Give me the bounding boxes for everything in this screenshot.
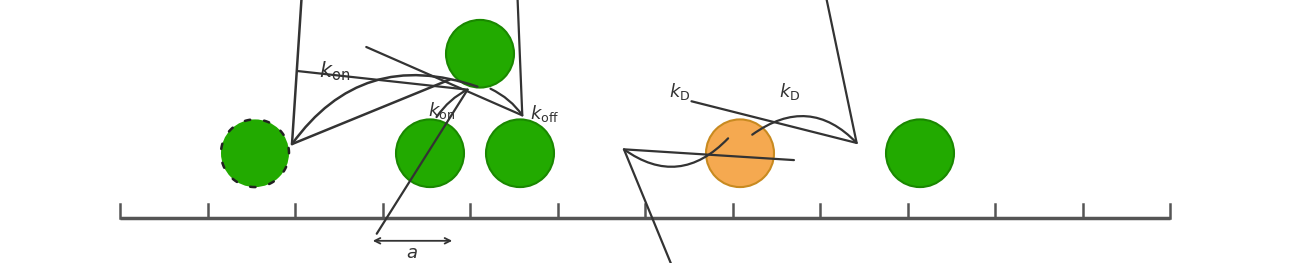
Text: $k_{\mathrm{on}}$: $k_{\mathrm{on}}$: [428, 100, 455, 121]
Text: $k_{\mathrm{D}}$: $k_{\mathrm{D}}$: [670, 81, 690, 102]
Circle shape: [706, 119, 774, 187]
Circle shape: [446, 20, 513, 88]
Circle shape: [886, 119, 955, 187]
Text: $k_{\mathrm{D}}$: $k_{\mathrm{D}}$: [779, 81, 801, 102]
Text: $k_{\mathrm{off}}$: $k_{\mathrm{off}}$: [530, 103, 560, 124]
FancyArrowPatch shape: [292, 0, 477, 144]
Text: $a$: $a$: [406, 244, 418, 262]
FancyArrowPatch shape: [691, 0, 857, 143]
Circle shape: [221, 119, 289, 187]
Circle shape: [486, 119, 553, 187]
FancyArrowPatch shape: [298, 71, 467, 234]
Circle shape: [396, 119, 464, 187]
Text: $k_{\mathrm{on}}$: $k_{\mathrm{on}}$: [320, 60, 351, 83]
FancyArrowPatch shape: [624, 138, 793, 264]
FancyArrowPatch shape: [366, 0, 522, 115]
